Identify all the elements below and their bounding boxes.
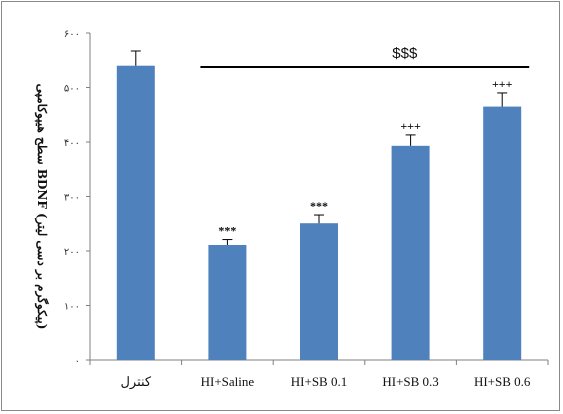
group-significance-label: $$$	[392, 45, 418, 62]
y-tick-label: ۱۰۰	[64, 302, 80, 313]
y-tick-label: ۰	[75, 356, 80, 367]
bar	[391, 145, 430, 360]
bar	[116, 65, 155, 360]
bar	[208, 245, 247, 360]
group-significance: $$$	[200, 45, 530, 68]
y-ticks: ۰ ۱۰۰ ۲۰۰ ۳۰۰ ۴۰۰ ۵۰۰ ۶۰۰	[64, 29, 549, 367]
bar	[300, 223, 338, 360]
significance-label: +++	[400, 119, 421, 133]
y-tick-label: ۵۰۰	[64, 84, 80, 95]
significance-label: +++	[492, 77, 513, 91]
category-label: HI+SB 0.1	[291, 374, 347, 389]
significance-label: ***	[310, 199, 328, 213]
y-axis-label: سطح هیپوکامپی BDNF (پیکوگرم بر دسی لیتر)	[34, 84, 50, 330]
bar	[483, 106, 522, 360]
y-tick-label: ۶۰۰	[64, 29, 80, 40]
category-label: کنترل	[120, 374, 151, 390]
y-tick-label: ۳۰۰	[64, 193, 80, 204]
significance-label: ***	[218, 224, 236, 238]
y-tick-label: ۲۰۰	[64, 247, 80, 258]
category-label: HI+SB 0.3	[382, 374, 438, 389]
bars: *** *** +++ +++	[116, 50, 522, 360]
category-label: HI+Saline	[201, 374, 255, 389]
y-tick-label: ۴۰۰	[64, 138, 80, 149]
category-label: HI+SB 0.6	[474, 374, 531, 389]
category-labels: کنترل HI+Saline HI+SB 0.1 HI+SB 0.3 HI+SB 0.…	[120, 374, 530, 390]
